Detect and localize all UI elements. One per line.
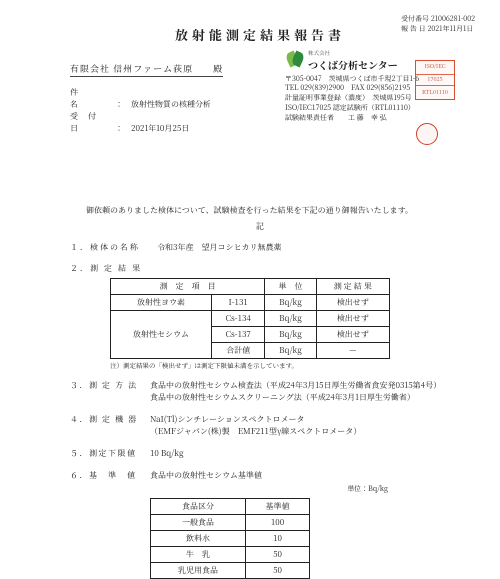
sec4-head: ４．測 定 機 器 <box>70 414 150 438</box>
value-recv-date: ： 2021年10月25日 <box>115 123 189 134</box>
cell: Bq/kg <box>265 343 316 359</box>
section-4: ４．測 定 機 器 NaI(Tl)シンチレーションスペクトロメータ （EMFジャ… <box>70 414 450 438</box>
cell: Bq/kg <box>265 295 316 311</box>
sec3-line1: 食品中の放射性セシウム検査法（平成24年3月15日厚生労働省食安発0315第4号… <box>150 380 450 392</box>
cell: 50 <box>246 547 310 563</box>
cell: 飲料水 <box>151 531 246 547</box>
th-result: 測 定 結 果 <box>316 279 389 295</box>
section-6: ６．基 準 値 食品中の放射性セシウム基準値 <box>70 470 450 482</box>
preamble: 御依頼のありました検体について、試験検査を行った結果を下記の通り御報告いたします… <box>70 205 450 217</box>
cell: I-131 <box>211 295 264 311</box>
section-1: １．検体の名称 令和3年産 望月コシヒカリ無農薬 <box>70 242 450 253</box>
section-2: ２．測 定 結 果 測 定 項 目 単 位 測 定 結 果 放射性ヨウ素 I-1… <box>70 263 450 370</box>
recipient: 有限会社 信州ファーム荻原 殿 <box>70 62 223 77</box>
results-table: 測 定 項 目 単 位 測 定 結 果 放射性ヨウ素 I-131 Bq/kg 検… <box>110 278 390 359</box>
cell: 検出せず <box>316 327 389 343</box>
std-th2: 基準値 <box>246 499 310 515</box>
section-3: ３．測 定 方 法 食品中の放射性セシウム検査法（平成24年3月15日厚生労働省… <box>70 380 450 404</box>
cell: 乳児用食品 <box>151 563 246 579</box>
cell: 一般食品 <box>151 515 246 531</box>
std-th1: 食品区分 <box>151 499 246 515</box>
sec4-line1: NaI(Tl)シンチレーションスペクトロメータ <box>150 414 450 426</box>
cell: Cs-137 <box>211 327 264 343</box>
company-logo-icon <box>285 50 305 70</box>
cell: Cs-134 <box>211 311 264 327</box>
report-title: 放射能測定結果報告書 <box>70 25 450 44</box>
std-unit-note: 単位：Bq/kg <box>70 484 388 494</box>
label-subject: 件 名 <box>70 87 115 111</box>
value-subject: ： 放射性物質の核種分析 <box>115 99 211 110</box>
issuer-name: つくば分析センター <box>308 58 398 72</box>
cell: 検出せず <box>316 311 389 327</box>
sec6-caption: 食品中の放射性セシウム基準値 <box>150 470 450 482</box>
personal-seal-icon <box>416 123 438 145</box>
cell: 10 <box>246 531 310 547</box>
th-unit: 単 位 <box>265 279 316 295</box>
accreditation-stamp: ISO/IEC 17025 RTL01110 <box>415 60 455 100</box>
sec5-head: ５．測定下限値 <box>70 448 150 460</box>
record-marker: 記 <box>70 221 450 232</box>
cell: 検出せず <box>316 295 389 311</box>
cell: 合計値 <box>211 343 264 359</box>
sec1-val: 令和3年産 望月コシヒカリ無農薬 <box>157 242 281 253</box>
sec3-head: ３．測 定 方 法 <box>70 380 150 404</box>
cell: 放射性ヨウ素 <box>111 295 212 311</box>
sec5-val: 10 Bq/kg <box>150 448 450 460</box>
cell: 50 <box>246 563 310 579</box>
page: 放射能測定結果報告書 有限会社 信州ファーム荻原 殿 件 名： 放射性物質の核種… <box>70 25 450 579</box>
section-5: ５．測定下限値 10 Bq/kg <box>70 448 450 460</box>
cell: 牛 乳 <box>151 547 246 563</box>
standards-table: 食品区分 基準値 一般食品100 飲料水10 牛 乳50 乳児用食品50 <box>150 498 310 579</box>
cell: 放射性セシウム <box>111 311 212 359</box>
issuer-block: ISO/IEC 17025 RTL01110 株式会社 つくば分析センター 〒3… <box>285 50 450 124</box>
table-note: 注）測定結果の「検出せず」は測定下限値未満を示しています。 <box>110 361 450 370</box>
sec1-head: １．検体の名称 <box>70 242 140 253</box>
label-recv-date: 受 付 日 <box>70 111 115 135</box>
cell: Bq/kg <box>265 327 316 343</box>
sec2-head: ２．測 定 結 果 <box>70 263 142 274</box>
th-item: 測 定 項 目 <box>111 279 265 295</box>
sec6-head: ６．基 準 値 <box>70 470 150 482</box>
sec4-line2: （EMFジャパン(株)製 EMF211型γ線スペクトロメータ） <box>150 426 450 438</box>
cell: — <box>316 343 389 359</box>
sec3-line2: 食品中の放射性セシウムスクリーニング法（平成24年3月1日厚生労働省） <box>150 392 450 404</box>
cell: Bq/kg <box>265 311 316 327</box>
cell: 100 <box>246 515 310 531</box>
